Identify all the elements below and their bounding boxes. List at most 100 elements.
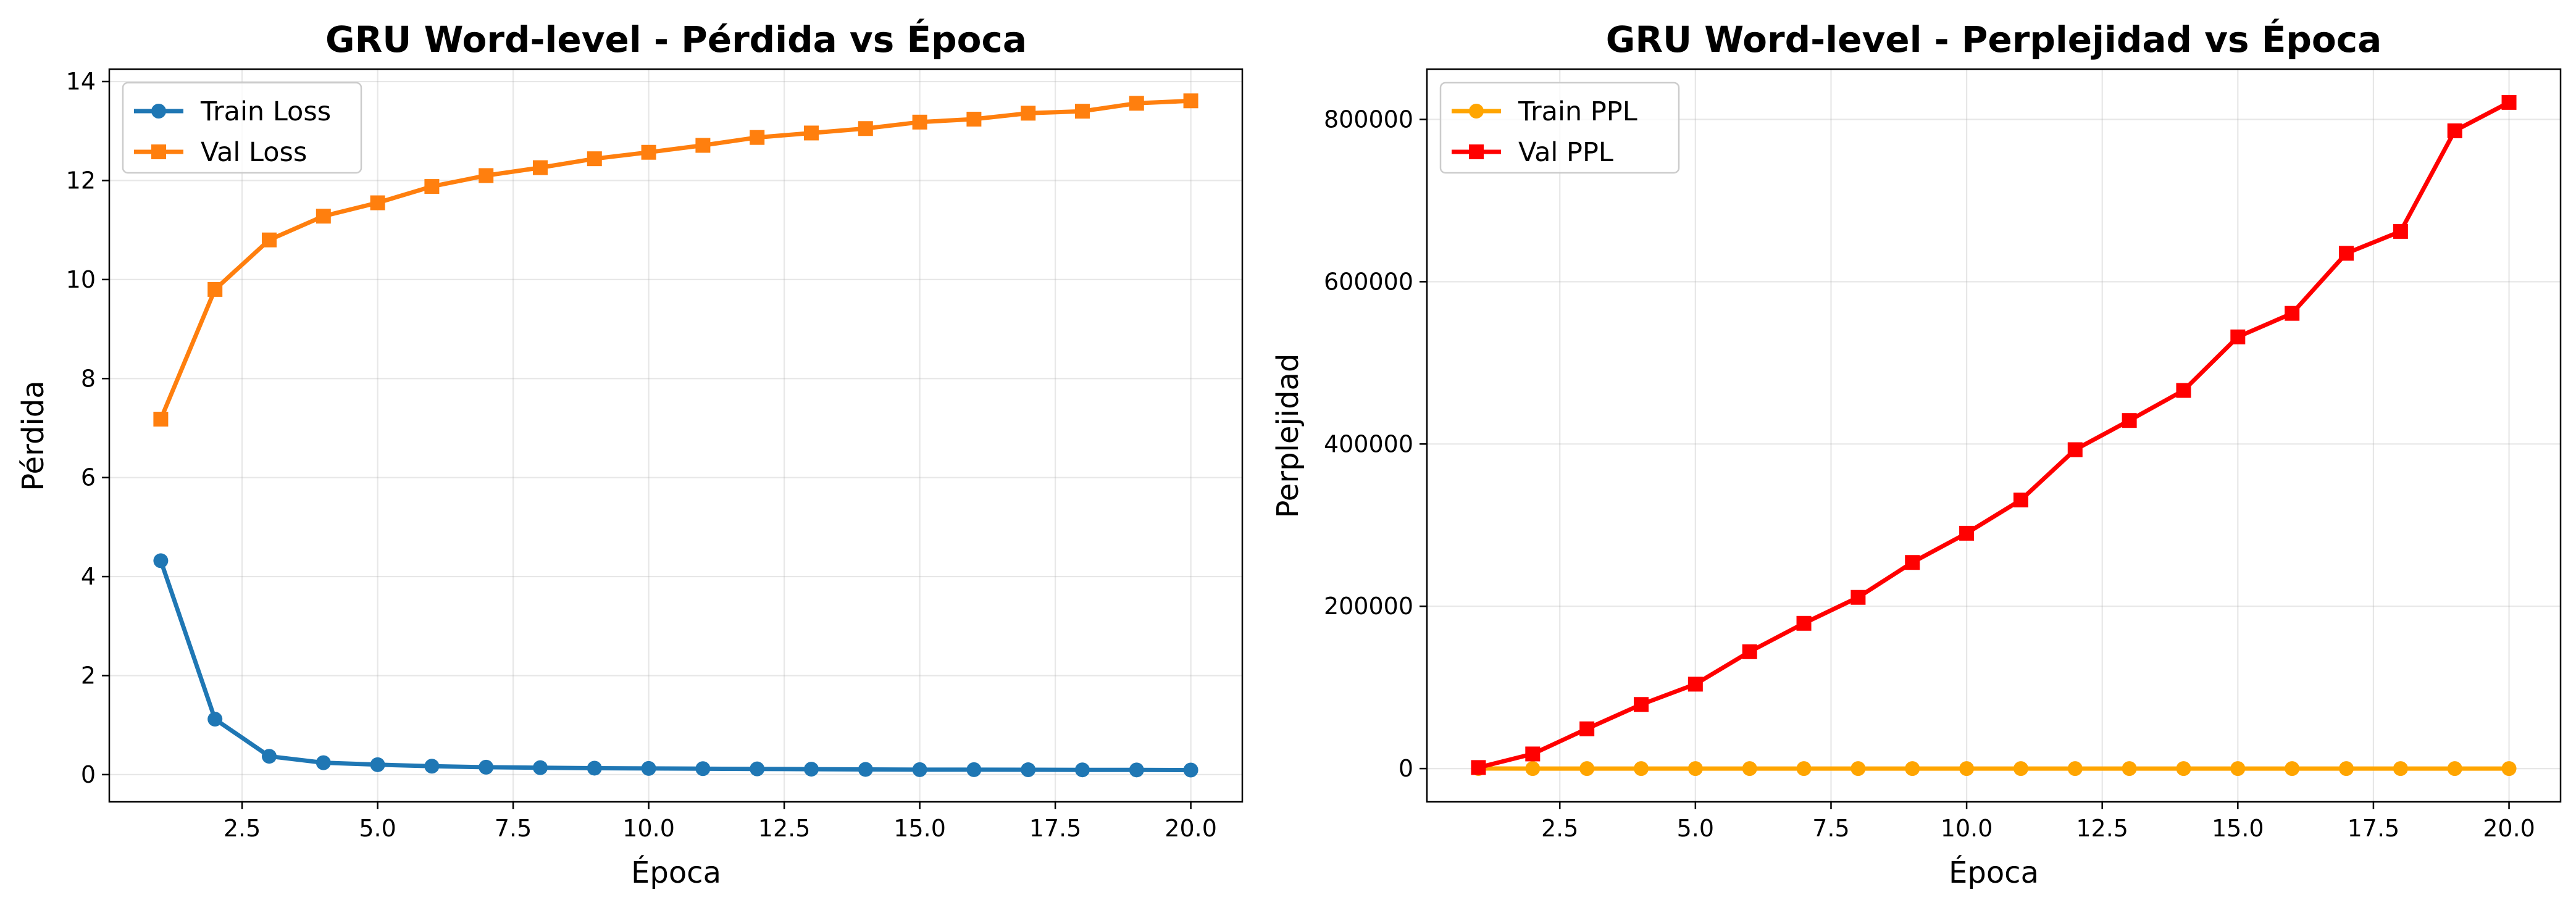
- perplexity-chart: GRU Word-level - Perplejidad vs Época 2.…: [1271, 18, 2562, 890]
- loss-chart-legend-train-loss-marker: [151, 104, 166, 119]
- loss-chart-frame: [108, 68, 1244, 803]
- loss-chart-ytick-label: 4: [81, 563, 96, 590]
- perplexity-chart-val-ppl-point: [2285, 306, 2300, 321]
- loss-chart-ytick-label: 6: [81, 464, 96, 491]
- perplexity-chart-val-ppl-point: [1850, 589, 1866, 605]
- loss-chart-val-loss-point: [479, 168, 494, 183]
- perplexity-chart-val-ppl-point: [1579, 721, 1595, 736]
- loss-chart-ylabel: Pérdida: [16, 380, 51, 491]
- loss-chart-val-loss-point: [533, 160, 548, 175]
- perplexity-chart-train-ppl-point: [1905, 761, 1920, 777]
- loss-chart-xtick-label: 10.0: [622, 815, 675, 842]
- loss-chart-train-loss-point: [424, 759, 440, 774]
- perplexity-chart-xtick-label: 7.5: [1812, 815, 1849, 842]
- loss-chart-val-loss-point: [1129, 96, 1144, 111]
- loss-chart-ytick-label: 14: [66, 68, 96, 95]
- loss-chart-train-loss-point: [1074, 762, 1090, 778]
- loss-chart-legend-val-loss-marker: [151, 144, 166, 159]
- perplexity-chart-ytick-label: 600000: [1324, 268, 1413, 295]
- loss-chart-train-loss-point: [912, 762, 927, 777]
- loss-chart-train-loss-point: [533, 760, 548, 775]
- loss-chart-val-loss-line: [159, 98, 1191, 420]
- perplexity-chart-val-ppl-point: [2122, 413, 2137, 428]
- perplexity-chart-train-ppl-point: [2285, 761, 2300, 777]
- perplexity-chart-xtick-label: 20.0: [2483, 815, 2535, 842]
- loss-chart-val-loss-point: [262, 232, 277, 248]
- loss-chart-train-loss-point: [153, 553, 169, 569]
- perplexity-chart-xtick-label: 15.0: [2212, 815, 2264, 842]
- perplexity-chart-train-ppl-point: [1742, 761, 1757, 777]
- perplexity-chart-ytick-label: 400000: [1324, 430, 1413, 457]
- perplexity-chart-series: [1471, 94, 2517, 777]
- loss-chart-series: [153, 93, 1198, 778]
- perplexity-chart-val-ppl-point: [1525, 746, 1541, 762]
- loss-chart-ticks: 2.5 5.0 7.5 10.0 12.5 15.0 17.5 20.0 0 2 4 6 8 10 12 14: [66, 68, 1217, 842]
- loss-chart-xtick-label: 7.5: [495, 815, 532, 842]
- loss-chart-xtick-label: 20.0: [1165, 815, 1217, 842]
- perplexity-chart-val-ppl-point: [2501, 94, 2517, 110]
- perplexity-chart-train-ppl-point: [1633, 761, 1649, 777]
- perplexity-chart-val-ppl-point: [2176, 383, 2191, 398]
- loss-chart-xlabel: Época: [631, 855, 721, 890]
- loss-chart-xtick-label: 2.5: [224, 815, 261, 842]
- perplexity-chart-val-ppl-point: [2067, 442, 2083, 457]
- loss-chart-ytick-label: 8: [81, 365, 96, 392]
- perplexity-chart-legend-train-ppl-label: Train PPL: [1518, 96, 1637, 127]
- perplexity-chart-val-ppl-point: [1959, 525, 1975, 541]
- loss-chart-val-loss-point: [207, 281, 223, 297]
- perplexity-chart-val-ppl-point: [2230, 329, 2246, 344]
- loss-chart-xtick-label: 12.5: [758, 815, 811, 842]
- loss-chart-val-loss-point: [966, 112, 982, 127]
- loss-chart-val-loss-point: [750, 130, 765, 145]
- loss-chart-title: GRU Word-level - Pérdida vs Época: [325, 18, 1027, 60]
- perplexity-chart-val-ppl-point: [1905, 555, 1920, 570]
- loss-chart-train-loss-point: [262, 749, 277, 764]
- perplexity-chart-grid: [1427, 69, 2561, 802]
- loss-chart-train-loss-point: [803, 762, 819, 777]
- loss-chart-train-loss-point: [587, 760, 602, 776]
- perplexity-chart-train-ppl-point: [2013, 761, 2028, 777]
- perplexity-chart-xtick-label: 10.0: [1941, 815, 1993, 842]
- loss-chart-val-loss-point: [370, 195, 385, 210]
- perplexity-chart-ylabel: Perplejidad: [1271, 354, 1305, 519]
- loss-chart-ytick-label: 0: [81, 761, 96, 788]
- perplexity-chart-train-ppl-point: [1525, 761, 1541, 777]
- loss-chart-val-loss-point: [1021, 106, 1036, 121]
- loss-chart-train-loss-point: [1183, 762, 1198, 778]
- perplexity-chart-train-ppl-point: [2339, 761, 2354, 777]
- loss-chart-train-loss-point: [370, 757, 385, 772]
- loss-chart-train-loss-point: [1129, 762, 1144, 778]
- perplexity-chart-legend-val-ppl-label: Val PPL: [1518, 137, 1613, 168]
- perplexity-chart-xtick-label: 2.5: [1541, 815, 1578, 842]
- perplexity-chart-train-ppl-point: [2067, 761, 2083, 777]
- loss-chart-val-loss-point: [695, 138, 711, 153]
- perplexity-chart-val-ppl-line: [1478, 100, 2511, 770]
- loss-chart-ytick-label: 2: [81, 662, 96, 689]
- perplexity-chart-train-ppl-point: [1959, 761, 1975, 777]
- perplexity-chart-xtick-label: 17.5: [2348, 815, 2400, 842]
- perplexity-chart-train-ppl-point: [2122, 761, 2137, 777]
- perplexity-chart-val-ppl-point: [1471, 760, 1486, 775]
- perplexity-chart-val-ppl-point: [1687, 677, 1703, 692]
- perplexity-chart-train-ppl-point: [1850, 761, 1866, 777]
- perplexity-chart-val-ppl-point: [1633, 697, 1649, 712]
- perplexity-chart-val-ppl-point: [2339, 246, 2354, 261]
- loss-chart-train-loss-point: [641, 760, 656, 776]
- loss-chart-train-loss-point: [750, 761, 765, 777]
- perplexity-chart-xtick-label: 12.5: [2076, 815, 2128, 842]
- perplexity-chart-ytick-label: 200000: [1324, 593, 1413, 620]
- loss-chart: GRU Word-level - Pérdida vs Época 2.5 5.0…: [16, 18, 1244, 890]
- perplexity-chart-train-ppl-point: [1579, 761, 1595, 777]
- perplexity-chart-val-ppl-point: [2447, 123, 2462, 138]
- perplexity-chart-xlabel: Época: [1949, 855, 2039, 890]
- perplexity-chart-legend-train-ppl-marker: [1469, 104, 1484, 119]
- loss-chart-val-loss-point: [803, 125, 819, 141]
- perplexity-chart-train-ppl-point: [2393, 761, 2408, 777]
- perplexity-chart-train-ppl-point: [1796, 761, 1812, 777]
- perplexity-chart-val-ppl-point: [2013, 493, 2028, 508]
- loss-chart-train-loss-point: [207, 712, 223, 727]
- loss-chart-xtick-label: 5.0: [359, 815, 396, 842]
- loss-chart-val-loss-point: [424, 179, 440, 194]
- loss-chart-train-loss-point: [1021, 762, 1036, 778]
